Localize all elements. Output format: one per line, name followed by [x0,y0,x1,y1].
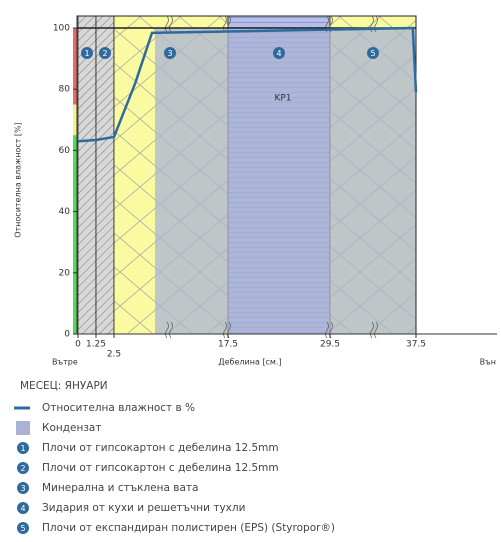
legend-number: 4 [20,504,25,513]
legend-label: Минерална и стъклена вата [42,482,198,494]
outside-label: Вън [480,358,496,367]
layer-number: 4 [276,49,281,58]
layer-number-badge [99,47,111,59]
y-tick-label: 80 [59,85,71,95]
humidity-line [77,26,418,143]
layer-number: 2 [102,49,107,58]
legend-label: Плочи от гипсокартон с дебелина 12.5mm [42,462,279,474]
y-tick-label: 40 [59,207,71,217]
y-tick-label: 20 [59,268,71,278]
x-tick-label: 17.5 [218,340,238,350]
y-axis-label: Относителна влажност [%] [14,122,23,238]
legend-label: Относителна влажност в % [42,402,195,414]
humidity-zone [73,135,77,334]
x-tick-label: 0 [75,340,81,350]
legend-label: Плочи от гипсокартон с дебелина 12.5mm [42,442,279,454]
layer-number: 5 [370,49,375,58]
axis-break [370,321,378,339]
inside-label: Вътре [52,358,78,367]
legend-number-badge [17,442,29,454]
axis-break [165,15,173,33]
x-axis-label: Дебелина [см.] [218,358,281,367]
legend-number: 1 [20,444,25,453]
legend-number: 3 [20,484,25,493]
legend-number-badge [17,522,29,534]
legend-number: 2 [20,464,25,473]
legend-number-badge [17,502,29,514]
layer-number-badge [81,47,93,59]
x-tick-label: 1.25 [86,340,106,350]
legend-label: Кондензат [42,422,101,434]
layer-number-badge [273,47,285,59]
layer [95,15,115,335]
axis-break [165,321,173,339]
y-tick-label: 100 [53,24,70,34]
legend-label: Зидария от кухи и решетъчни тухли [42,502,245,514]
legend-number-badge [17,482,29,494]
layer-number-badge [367,47,379,59]
legend-label: Плочи от експандиран полистирен (EPS) (S… [42,522,335,534]
x-tick-label: 2.5 [107,350,121,360]
legend-number-badge [17,462,29,474]
y-tick-label: 0 [64,330,70,340]
month-label: МЕСЕЦ: ЯНУАРИ [20,380,108,392]
annotation: KP1 [274,94,291,104]
x-tick-label: 29.5 [320,340,340,350]
humidity-zone [73,28,77,105]
layer [77,15,97,335]
y-tick-label: 60 [59,146,71,156]
condensation [155,28,417,334]
axis-break [223,15,231,33]
humidity-zone [73,104,77,136]
layer-number: 3 [167,49,172,58]
legend-number: 5 [20,524,25,533]
x-tick-label: 37.5 [406,340,426,350]
legend-swatch [16,421,30,435]
layer-number: 1 [84,49,89,58]
layer-number-badge [164,47,176,59]
